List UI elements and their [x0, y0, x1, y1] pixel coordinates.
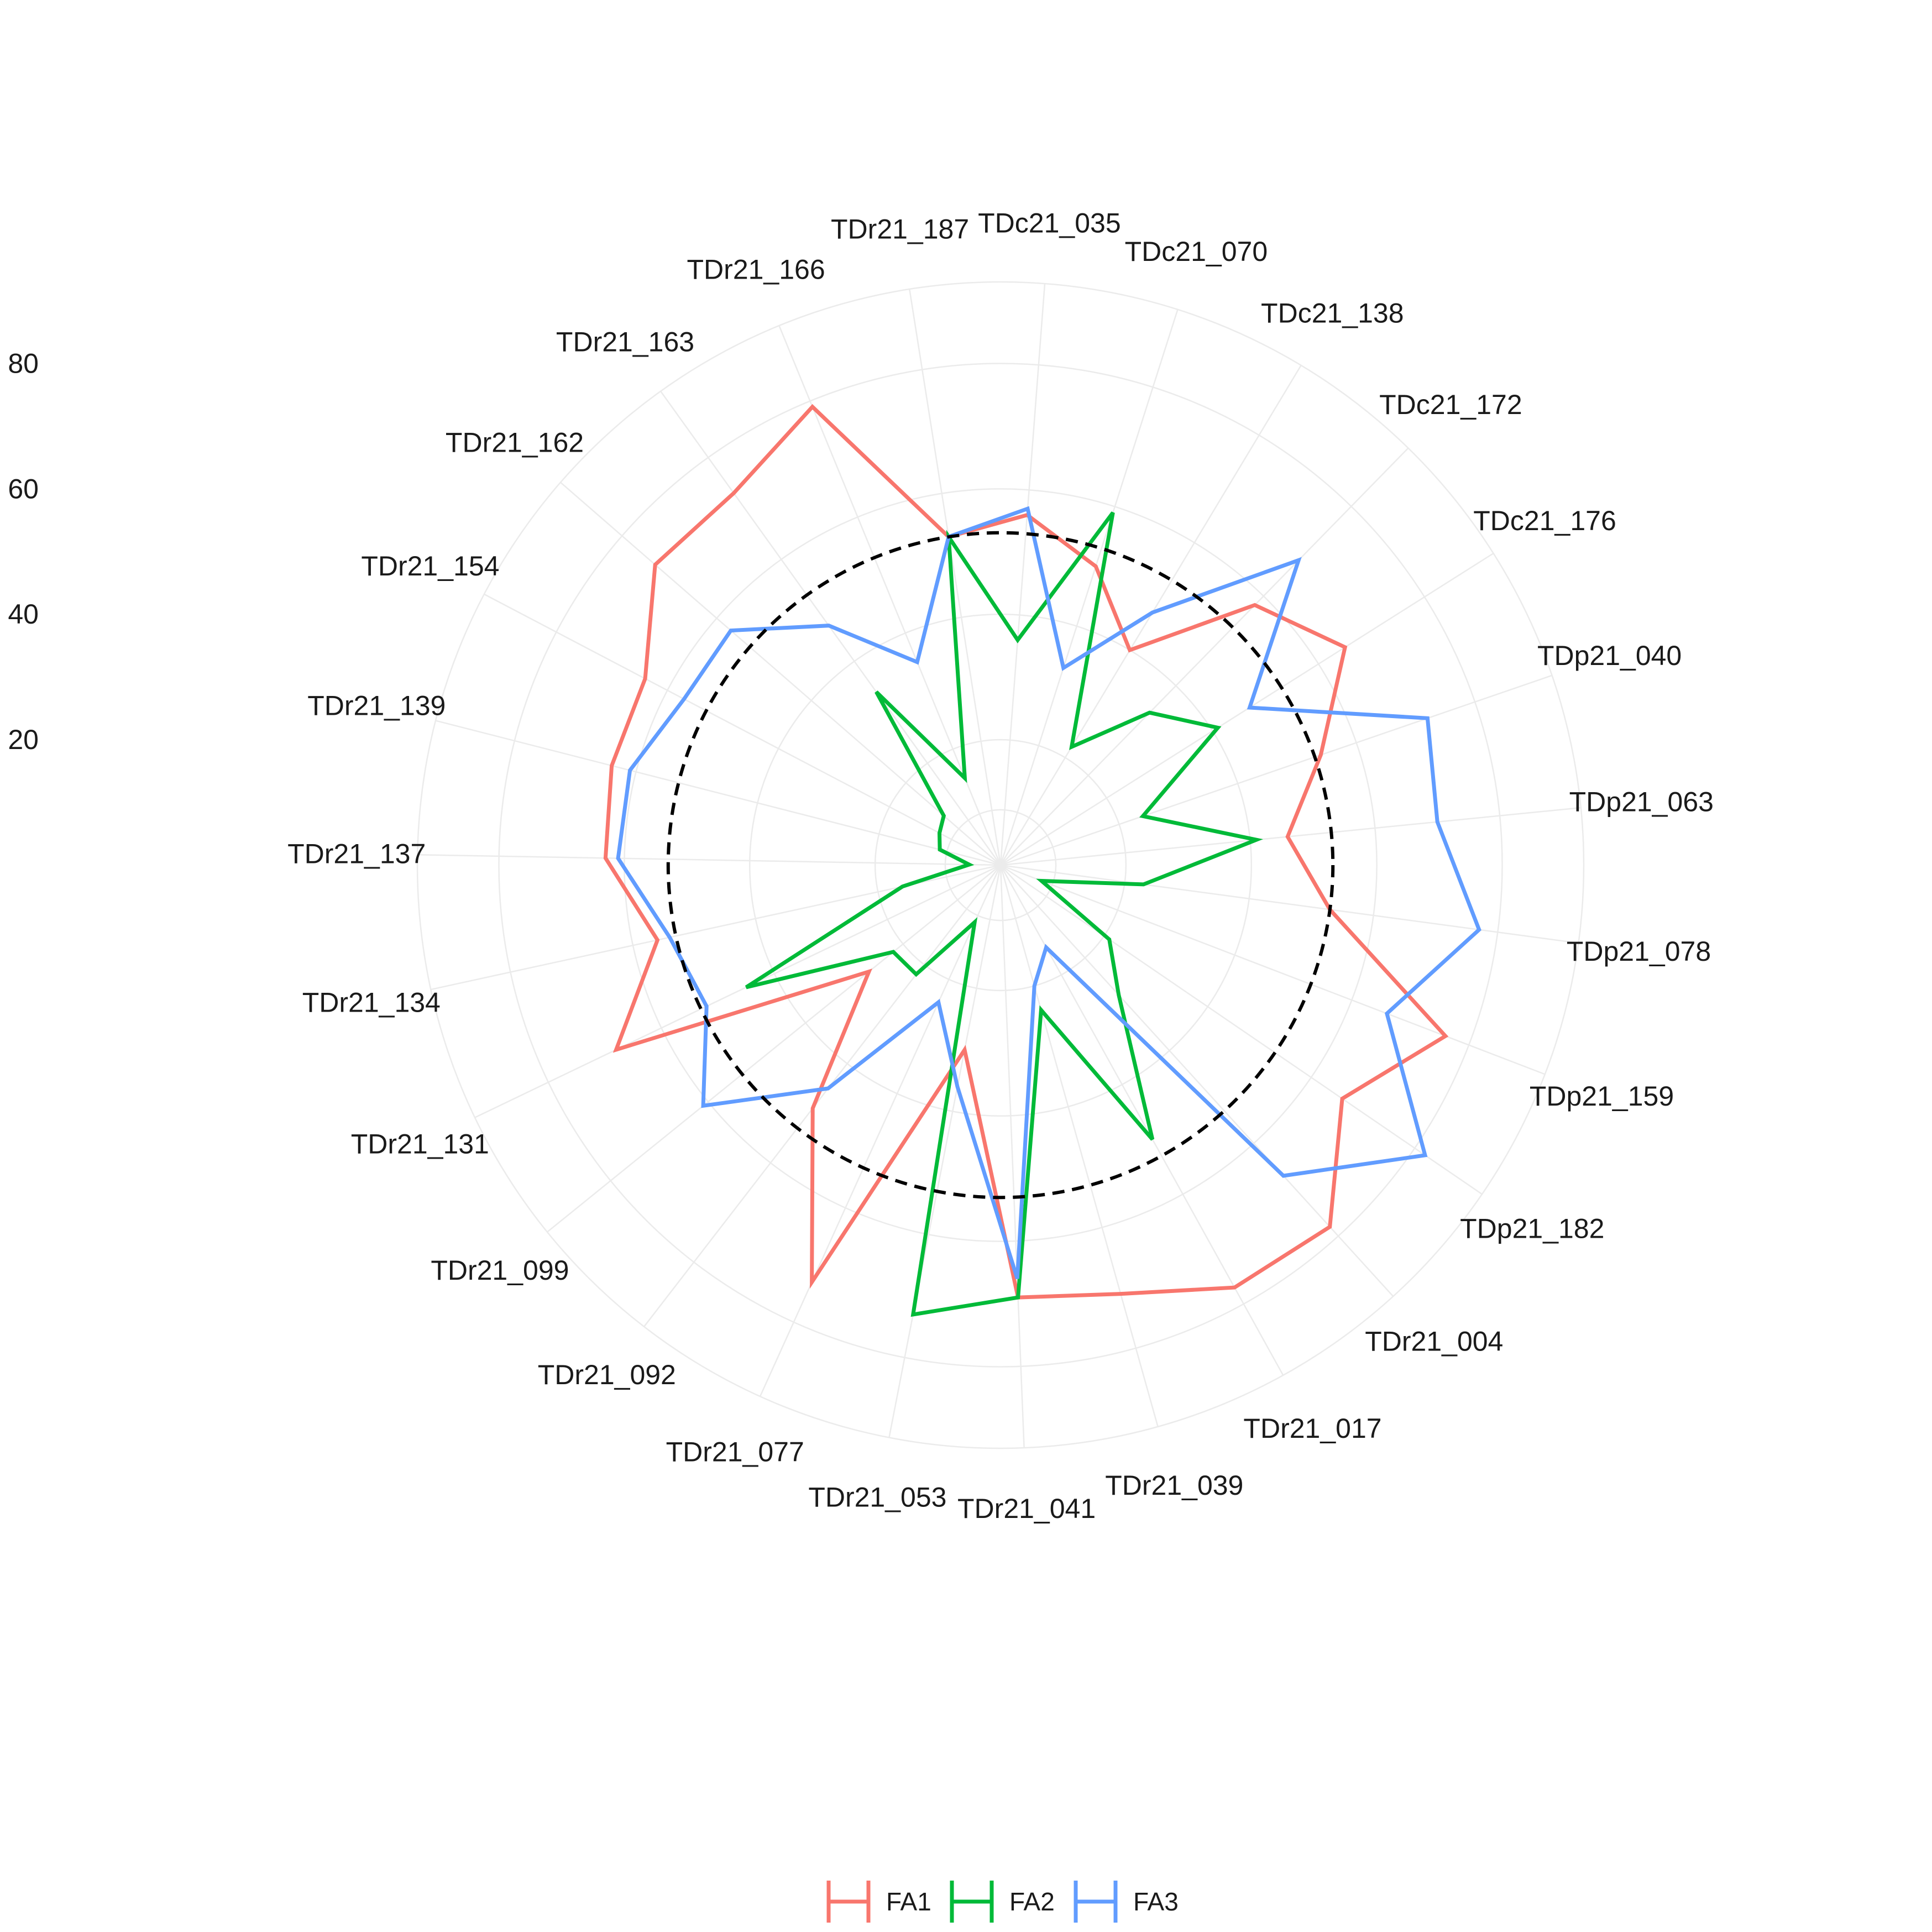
spoke-16: [643, 865, 1001, 1327]
category-label: TDr21_137: [287, 838, 426, 869]
grid-layer: [416, 281, 1585, 1449]
grid-ring-0: [944, 809, 1057, 922]
spoke-4: [1000, 552, 1494, 866]
category-label: TDc21_172: [1379, 389, 1522, 420]
category-label: TDr21_004: [1365, 1326, 1503, 1357]
category-label: TDr21_163: [556, 326, 694, 357]
spoke-21: [435, 720, 1001, 866]
category-label: TDr21_131: [351, 1128, 489, 1159]
category-label: TDp21_078: [1567, 936, 1711, 967]
spoke-1: [999, 309, 1179, 866]
spoke-11: [999, 865, 1284, 1376]
category-label: TDr21_154: [361, 551, 499, 582]
spoke-10: [1000, 865, 1394, 1297]
spoke-3: [1000, 447, 1409, 866]
grid-ring-5: [416, 281, 1585, 1449]
category-label: TDr21_017: [1243, 1413, 1381, 1444]
spoke-9: [1000, 864, 1483, 1195]
series-layer: [603, 404, 1481, 1317]
reference-circle: [666, 531, 1335, 1200]
category-label: TDr21_099: [431, 1255, 569, 1286]
spoke-18: [474, 864, 1001, 1118]
spoke-14: [888, 865, 1002, 1438]
category-label: TDr21_077: [666, 1436, 804, 1467]
category-label: TDr21_187: [831, 213, 969, 244]
spoke-17: [547, 865, 1001, 1233]
category-label: TDr21_092: [538, 1359, 676, 1390]
category-label: TDr21_162: [446, 427, 584, 458]
spoke-13: [999, 865, 1025, 1448]
category-label: TDc21_070: [1125, 236, 1268, 267]
category-label: TDc21_176: [1473, 505, 1616, 536]
radial-tick-label: 20: [8, 724, 39, 755]
spoke-5: [1000, 674, 1553, 866]
spoke-23: [560, 481, 1001, 866]
series-line-fa2: [745, 511, 1263, 1317]
radial-tick-label: 80: [8, 348, 39, 379]
grid-ring-1: [874, 739, 1127, 992]
spoke-22: [484, 593, 1001, 866]
category-label: TDr21_166: [687, 254, 825, 285]
category-label: TDr21_139: [307, 690, 446, 721]
radial-tick-label: 40: [8, 599, 39, 630]
legend-label: FA1: [886, 1887, 931, 1916]
series-line-fa1: [603, 404, 1449, 1300]
category-label: TDr21_053: [808, 1482, 946, 1513]
category-label: TDc21_138: [1261, 298, 1404, 329]
legend-label: FA3: [1133, 1887, 1179, 1916]
spoke-8: [1000, 864, 1546, 1075]
radial-tick-label: 60: [8, 473, 39, 504]
category-label: TDp21_159: [1530, 1081, 1674, 1112]
category-label: TDp21_063: [1569, 786, 1714, 817]
category-label: TDr21_041: [957, 1493, 1096, 1524]
spoke-6: [1000, 807, 1581, 866]
grid-ring-4: [498, 363, 1503, 1368]
radial-tick-labels: 20 40 60 80: [8, 348, 39, 756]
spoke-20: [417, 854, 1001, 866]
spoke-12: [999, 865, 1159, 1427]
category-label: TDr21_039: [1105, 1470, 1243, 1501]
category-label: TDp21_040: [1537, 640, 1682, 671]
category-label: TDp21_182: [1460, 1213, 1604, 1244]
spoke-26: [909, 289, 1002, 866]
category-label: TDc21_035: [978, 207, 1121, 238]
reference-layer: [666, 531, 1335, 1200]
spoke-0: [999, 283, 1046, 866]
legend-label: FA2: [1009, 1887, 1055, 1916]
series-line-fa3: [616, 506, 1481, 1280]
legend: FA1 FA2 FA3: [826, 1879, 1179, 1924]
category-label: TDr21_134: [302, 987, 441, 1018]
spoke-7: [1000, 864, 1579, 944]
spoke-15: [759, 865, 1002, 1397]
